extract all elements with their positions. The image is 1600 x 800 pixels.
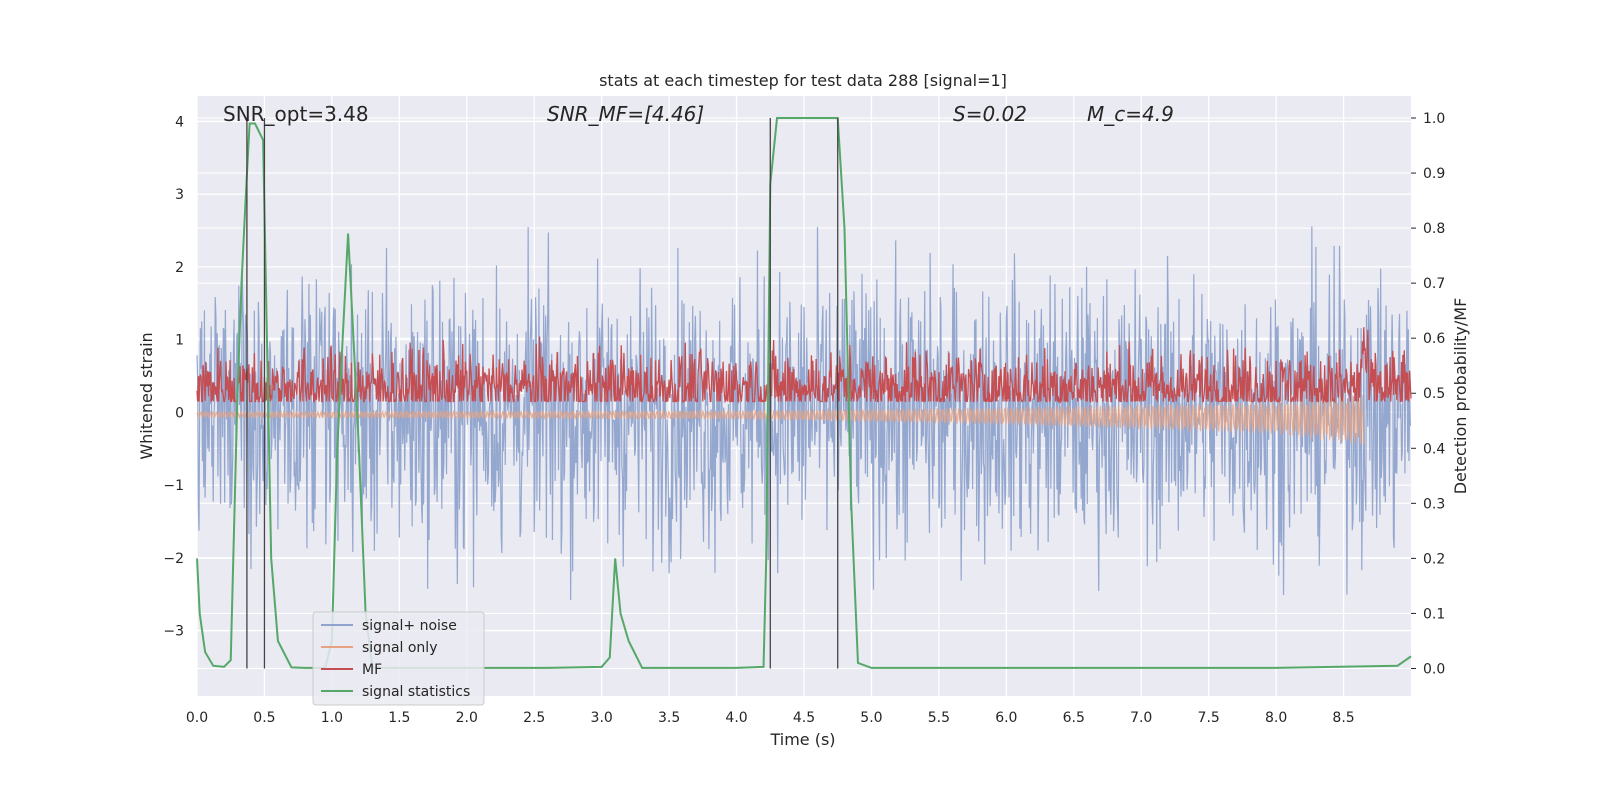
x-axis-label: Time (s) — [769, 730, 835, 749]
x-tick-label: 7.5 — [1198, 710, 1220, 726]
series-signal-only — [196, 394, 1365, 445]
annotations: SNR_opt=3.48 SNR_MF=[4.46] S=0.02 M_c=4.… — [223, 102, 1174, 126]
right-y-tick-label: 0.2 — [1423, 551, 1445, 567]
right-y-tick-label: 0.3 — [1423, 496, 1445, 512]
x-tick-label: 6.5 — [1063, 710, 1085, 726]
y-axis-label: Whitened strain — [137, 332, 156, 459]
annotation-chirp-mass: M_c=4.9 — [1087, 102, 1174, 126]
vertical-markers — [246, 118, 839, 669]
x-tick-label: 0.5 — [253, 710, 275, 726]
x-tick-label: 0.0 — [186, 710, 208, 726]
x-tick-label: 4.5 — [793, 710, 815, 726]
legend-label-signal-statistics: signal statistics — [362, 684, 470, 700]
x-tick-label: 1.5 — [388, 710, 410, 726]
x-tick-label: 5.0 — [860, 710, 882, 726]
x-tick-label: 6.0 — [995, 710, 1017, 726]
x-tick-label: 5.5 — [928, 710, 950, 726]
x-tick-labels: 0.0 0.5 1.0 1.5 2.0 2.5 3.0 3.5 4.0 4.5 5.0 5.5 6.0 6… — [186, 710, 1355, 726]
x-tick-label: 1.0 — [321, 710, 343, 726]
annotation-snr-opt: SNR_opt=3.48 — [223, 102, 369, 126]
y-tick-label: −3 — [163, 624, 184, 640]
y-tick-labels: −3 −2 −1 0 1 2 3 4 — [163, 114, 184, 639]
x-tick-label: 7.0 — [1130, 710, 1152, 726]
x-tick-label: 2.5 — [523, 710, 545, 726]
series-signal-noise — [196, 226, 1412, 601]
annotation-snr-mf: SNR_MF=[4.46] — [547, 102, 704, 126]
right-y-tick-label: 0.1 — [1423, 606, 1445, 622]
right-y-tick-label: 1.0 — [1423, 111, 1445, 127]
right-y-tick-label: 0.9 — [1423, 166, 1445, 182]
x-tick-label: 3.0 — [591, 710, 613, 726]
series-mf — [196, 327, 1412, 405]
x-tick-label: 8.5 — [1332, 710, 1354, 726]
right-y-tick-label: 0.5 — [1423, 386, 1445, 402]
legend-label-signal-noise: signal+ noise — [362, 618, 457, 634]
y-tick-label: −2 — [163, 551, 184, 567]
y-tick-label: −1 — [163, 478, 184, 494]
x-tick-label: 8.0 — [1265, 710, 1287, 726]
right-y-tick-label: 0.4 — [1423, 441, 1445, 457]
legend-box — [312, 611, 485, 706]
y-tick-label: 1 — [175, 333, 184, 349]
right-y-tick-label: 0.0 — [1423, 661, 1445, 677]
right-y-axis-label: Detection probability/MF — [1451, 298, 1470, 495]
legend: signal+ noise signal only MF signal statist… — [312, 611, 485, 706]
right-y-tick-label: 0.7 — [1423, 276, 1445, 292]
y-tick-label: 3 — [175, 187, 184, 203]
x-tick-label: 3.5 — [658, 710, 680, 726]
y-tick-label: 4 — [175, 114, 184, 130]
legend-label-signal-only: signal only — [362, 640, 437, 656]
legend-label-mf: MF — [362, 662, 382, 678]
right-y-tick-labels: 0.0 0.1 0.2 0.3 0.4 0.5 0.6 0.7 0.8 0.9 1.0 — [1423, 111, 1445, 677]
y-tick-label: 2 — [175, 260, 184, 276]
annotation-spin: S=0.02 — [953, 102, 1027, 126]
y-tick-label: 0 — [175, 405, 184, 421]
x-tick-label: 4.0 — [725, 710, 747, 726]
chart-title: stats at each timestep for test data 288… — [599, 71, 1007, 90]
x-tick-label: 2.0 — [456, 710, 478, 726]
right-y-tick-label: 0.8 — [1423, 221, 1445, 237]
right-y-tick-label: 0.6 — [1423, 331, 1445, 347]
